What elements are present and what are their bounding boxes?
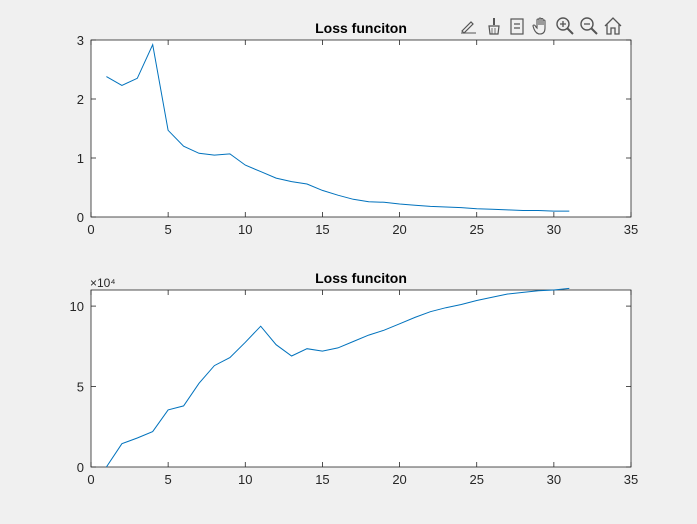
axes-title: Loss funciton	[315, 20, 407, 36]
y-tick-label: 5	[77, 380, 84, 395]
axes-bottom[interactable]: 0 5 10 15 20 25 30 35 0 5 10 Loss funciton ×10⁴	[70, 270, 639, 487]
zoom-out-button[interactable]	[578, 15, 600, 37]
zoom-in-button[interactable]	[554, 15, 576, 37]
data-tips-icon	[510, 18, 524, 35]
y-tick-label: 1	[77, 151, 84, 166]
data-tips-button[interactable]	[506, 15, 528, 37]
x-tick-label: 15	[315, 222, 329, 237]
x-tick-label: 0	[87, 222, 94, 237]
x-tick-label: 30	[547, 222, 561, 237]
x-tick-label: 20	[392, 472, 406, 487]
y-exponent-label: ×10⁴	[90, 276, 116, 290]
series-line	[106, 43, 570, 212]
x-tick-label: 10	[238, 222, 252, 237]
data-cursor-brush-button[interactable]	[482, 15, 504, 37]
data-cursor-brush-icon	[488, 18, 500, 35]
y-tick-label: 3	[77, 33, 84, 48]
axes-toolbar	[458, 14, 624, 38]
x-tick-label: 35	[624, 472, 638, 487]
home-restore-icon	[604, 17, 622, 35]
y-tick-label: 0	[77, 210, 84, 225]
x-tick-label: 25	[469, 222, 483, 237]
x-tick-label: 20	[392, 222, 406, 237]
home-restore-button[interactable]	[602, 15, 624, 37]
x-tick-label: 10	[238, 472, 252, 487]
y-tick-label: 10	[70, 299, 84, 314]
pan-hand-icon	[532, 17, 546, 35]
x-tick-label: 5	[165, 472, 172, 487]
brush-edit-button[interactable]	[458, 15, 480, 37]
x-tick-label: 30	[547, 472, 561, 487]
plot-area	[90, 289, 632, 468]
x-tick-label: 15	[315, 472, 329, 487]
y-tick-label: 2	[77, 92, 84, 107]
x-tick-label: 35	[624, 222, 638, 237]
zoom-out-icon	[580, 17, 598, 35]
zoom-in-icon	[556, 17, 574, 35]
y-tick-label: 0	[77, 460, 84, 475]
axes-title: Loss funciton	[315, 270, 407, 286]
x-tick-label: 25	[469, 472, 483, 487]
brush-edit-icon	[461, 21, 476, 34]
x-tick-label: 0	[87, 472, 94, 487]
plot-area	[90, 39, 632, 218]
series-line	[105, 287, 570, 468]
pan-button[interactable]	[530, 15, 552, 37]
axes-top[interactable]: 0 5 10 15 20 25 30 35 0 1 2 3 Loss funciton	[77, 20, 638, 237]
x-tick-label: 5	[165, 222, 172, 237]
